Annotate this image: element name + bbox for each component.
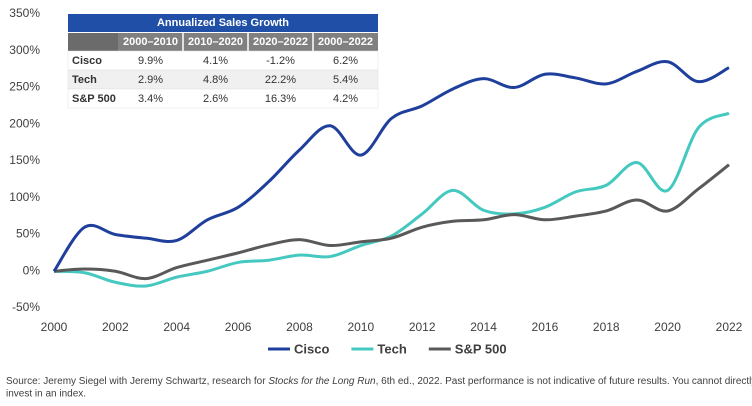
y-tick-label: 200% [9,116,40,130]
table-header: 2010–2020 [188,36,243,48]
y-tick-label: 50% [16,227,40,241]
table-cell: -1.2% [266,55,295,67]
source-text: Source: Jeremy Siegel with Jeremy Schwar… [6,376,268,387]
table-header: 2020–2022 [253,36,308,48]
y-tick-label: 100% [9,190,40,204]
table-title: Annualized Sales Growth [157,17,289,29]
table-cell: 4.1% [203,55,228,67]
y-tick-label: 300% [9,43,40,57]
table-cell: 22.2% [265,74,296,86]
table-title-bg [68,14,378,32]
x-tick-label: 2016 [532,320,559,334]
table-cell: 9.9% [138,55,163,67]
table-cell: 16.3% [265,93,296,105]
x-tick-label: 2022 [716,320,743,334]
legend-label: Tech [377,341,406,356]
source-title: Stocks for the Long Run [268,376,376,387]
x-tick-label: 2018 [593,320,620,334]
x-tick-label: 2008 [286,320,313,334]
y-tick-label: 250% [9,80,40,94]
series-line [52,60,730,273]
x-tick-label: 2010 [347,320,374,334]
x-tick-label: 2002 [102,320,129,334]
table-cell: 2.9% [138,74,163,86]
legend-label: S&P 500 [455,341,507,356]
table-cell: 6.2% [333,55,358,67]
y-tick-label: 150% [9,153,40,167]
table-header-bg [68,33,378,51]
source-text: invest in an index. [6,389,86,400]
x-tick-label: 2004 [163,320,190,334]
y-tick-label: -50% [12,300,40,314]
source-text: , 6th ed., 2022. Past performance is not… [376,376,752,387]
table-cell: 2.6% [203,93,228,105]
y-tick-label: 350% [9,6,40,20]
table-header: 2000–2010 [123,36,178,48]
legend-label: Cisco [294,341,329,356]
x-tick-label: 2000 [41,320,68,334]
x-tick-label: 2006 [225,320,252,334]
table-cell: 4.2% [333,93,358,105]
table-header: 2000–2022 [318,36,373,48]
x-tick-label: 2014 [470,320,497,334]
source: Source: Jeremy Siegel with Jeremy Schwar… [6,376,752,387]
series-line [53,111,730,288]
table-cell: 3.4% [138,93,163,105]
table-header-corner [68,33,118,51]
y-tick-label: 0% [23,263,41,277]
table-row-label: Tech [72,74,97,86]
table-cell: 4.8% [203,74,228,86]
x-tick-label: 2020 [654,320,681,334]
table-row-label: S&P 500 [72,93,116,105]
table-row-label: Cisco [72,55,102,67]
table-cell: 5.4% [333,74,358,86]
x-tick-label: 2012 [409,320,436,334]
table-row-bg [67,88,379,109]
series-line [53,163,730,281]
